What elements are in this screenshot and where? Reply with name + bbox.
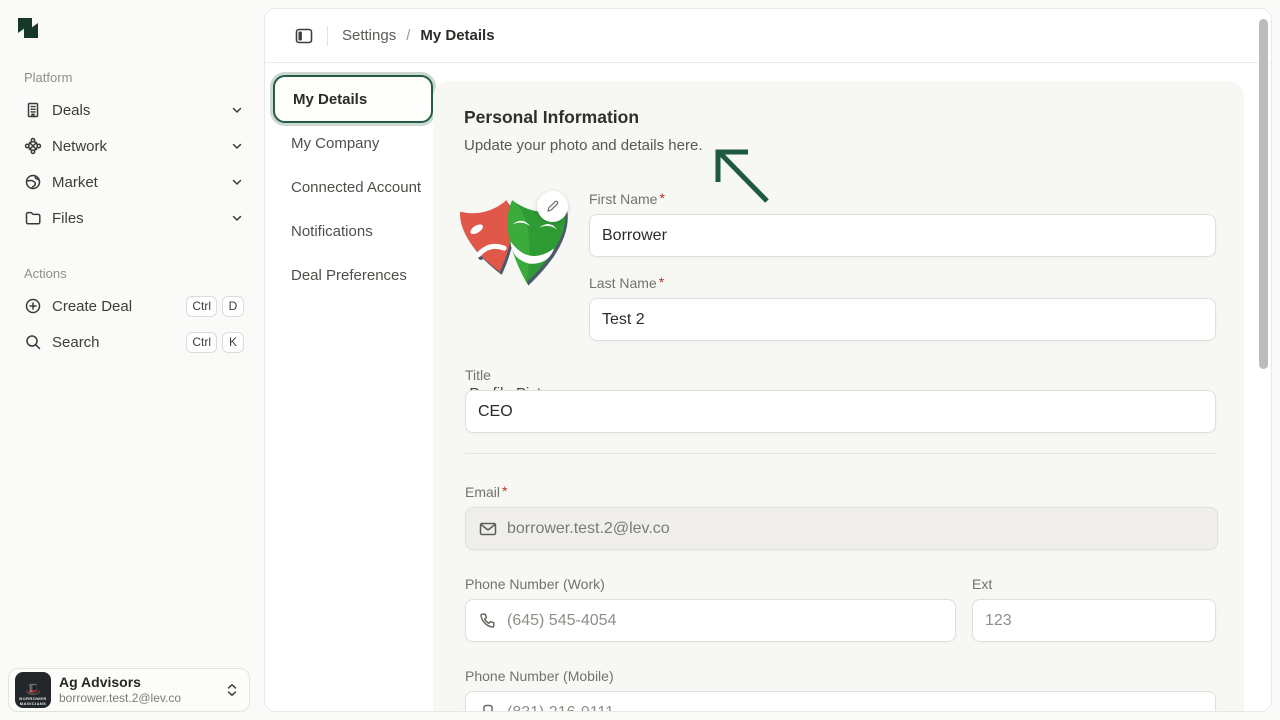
mail-icon (478, 519, 498, 539)
plus-circle-icon (24, 297, 42, 315)
chevron-down-icon (232, 107, 242, 113)
settings-nav-notifications[interactable]: Notifications (291, 222, 373, 240)
network-icon (24, 137, 42, 155)
folder-icon (24, 209, 42, 227)
chevron-down-icon (232, 179, 242, 185)
sidebar: Platform Deals Network (0, 0, 264, 720)
kbd-ctrl: Ctrl (186, 331, 217, 353)
workspace-email: borrower.test.2@lev.co (59, 691, 182, 706)
phone-mobile-label: Phone Number (Mobile) (465, 668, 614, 684)
kbd-ctrl: Ctrl (186, 295, 217, 317)
phone-work-input[interactable] (507, 611, 943, 630)
first-name-input[interactable] (602, 226, 1203, 245)
sidebar-item-network[interactable]: Network (8, 128, 256, 164)
ext-input[interactable] (985, 611, 1203, 630)
section-subtitle: Update your photo and details here. (464, 137, 703, 154)
panel-left-icon (295, 28, 313, 43)
avatar-caption-line2: MAGICIANS (19, 700, 47, 706)
sidebar-action-search[interactable]: Search Ctrl K (8, 324, 256, 360)
first-name-label: First Name * (589, 190, 665, 207)
main-panel: Settings / My Details My Details My Comp… (264, 8, 1272, 712)
required-asterisk: * (502, 483, 508, 499)
title-field (465, 390, 1216, 433)
last-name-label: Last Name * (589, 274, 665, 291)
required-asterisk: * (658, 274, 665, 290)
required-asterisk: * (659, 190, 665, 206)
last-name-field (589, 298, 1216, 341)
building-icon (24, 101, 42, 119)
personal-information-card: Personal Information Update your photo a… (433, 81, 1244, 711)
scrollbar-thumb[interactable] (1259, 19, 1268, 369)
title-input[interactable] (478, 402, 1203, 421)
settings-nav-my-details[interactable]: My Details (273, 75, 433, 123)
settings-nav-connected-account[interactable]: Connected Account (291, 178, 422, 196)
kbd-k: K (222, 331, 244, 353)
phone-work-label: Phone Number (Work) (465, 576, 605, 592)
breadcrumb-separator: / (406, 27, 411, 44)
workspace-avatar: 🎩 BORROWER MAGICIANS (15, 672, 51, 708)
sidebar-item-label: Deals (52, 101, 91, 119)
kbd-d: D (222, 295, 244, 317)
app-logo-icon[interactable] (14, 14, 42, 42)
phone-mobile-field (465, 691, 1216, 711)
breadcrumb-divider (327, 25, 328, 46)
form-divider (465, 453, 1216, 454)
sidebar-item-files[interactable]: Files (8, 200, 256, 236)
sidebar-toggle-button[interactable] (289, 21, 319, 51)
email-input[interactable] (507, 519, 1205, 538)
chevrons-up-down-icon (227, 684, 237, 696)
ext-label: Ext (972, 576, 993, 592)
chevron-down-icon (232, 143, 242, 149)
workspace-switcher[interactable]: 🎩 BORROWER MAGICIANS Ag Advisors borrowe… (8, 668, 250, 712)
sidebar-item-market[interactable]: Market (8, 164, 256, 200)
globe-icon (24, 173, 42, 191)
chevron-down-icon (232, 215, 242, 221)
sidebar-section-actions: Actions (24, 266, 67, 281)
sidebar-action-label: Search (52, 333, 100, 351)
email-label: Email * (465, 483, 508, 500)
phone-work-field (465, 599, 956, 642)
title-label: Title (465, 367, 491, 383)
settings-nav-my-company[interactable]: My Company (291, 134, 380, 152)
avatar-caption-line1: BORROWER (19, 695, 47, 701)
breadcrumb-bar: Settings / My Details (265, 9, 1271, 63)
sidebar-item-label: Network (52, 137, 108, 155)
sidebar-item-label: Market (52, 173, 98, 191)
edit-photo-button[interactable] (537, 191, 568, 222)
phone-mobile-input[interactable] (507, 703, 1203, 711)
breadcrumb-settings[interactable]: Settings (342, 27, 397, 44)
workspace-name: Ag Advisors (59, 673, 141, 690)
smartphone-icon (478, 703, 498, 711)
settings-nav-deal-preferences[interactable]: Deal Preferences (291, 266, 407, 284)
pencil-icon (547, 200, 559, 212)
last-name-input[interactable] (602, 310, 1203, 329)
top-hat-icon: 🎩 (25, 681, 41, 696)
sidebar-action-label: Create Deal (52, 297, 133, 315)
phone-icon (478, 611, 498, 631)
workspace-info: Ag Advisors borrower.test.2@lev.co (59, 674, 225, 707)
search-icon (24, 333, 42, 351)
sidebar-item-deals[interactable]: Deals (8, 92, 256, 128)
sidebar-section-platform: Platform (24, 70, 73, 85)
email-field (465, 507, 1218, 550)
sidebar-action-create-deal[interactable]: Create Deal Ctrl D (8, 288, 256, 324)
breadcrumb-current-page: My Details (420, 27, 495, 44)
first-name-field (589, 214, 1216, 257)
ext-field (972, 599, 1216, 642)
section-title: Personal Information (464, 107, 640, 127)
sidebar-item-label: Files (52, 209, 84, 227)
